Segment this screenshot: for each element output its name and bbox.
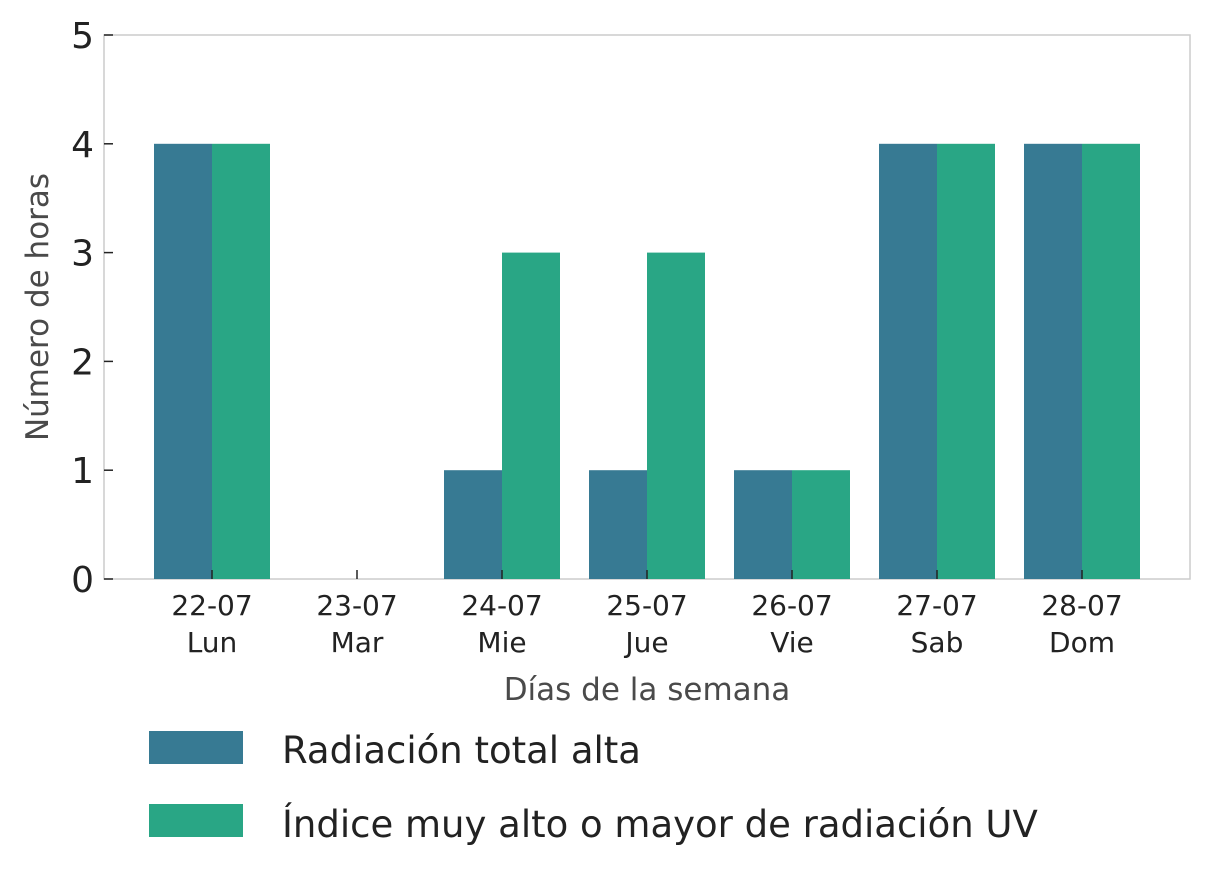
y-axis-ticks: 0 1 2 3 4 5 bbox=[71, 16, 113, 601]
legend-swatch-series-2 bbox=[149, 804, 243, 837]
x-tick-label-day-mie: Mie bbox=[477, 626, 526, 659]
y-tick-label-1: 1 bbox=[71, 451, 94, 492]
x-tick-label-day-dom: Dom bbox=[1049, 626, 1115, 659]
bar-series-1-22-07 bbox=[154, 143, 212, 580]
bar-series-1-28-07 bbox=[1024, 143, 1082, 580]
y-tick-label-0: 0 bbox=[71, 560, 94, 601]
x-tick-label-day-sab: Sab bbox=[911, 626, 964, 659]
bar-series-2-24-07 bbox=[502, 252, 560, 579]
bar-series-2-22-07 bbox=[212, 143, 270, 580]
y-tick-label-4: 4 bbox=[71, 125, 94, 166]
x-tick-label-day-jue: Jue bbox=[623, 626, 668, 659]
x-tick-label-day-lun: Lun bbox=[187, 626, 238, 659]
y-axis-title: Número de horas bbox=[20, 173, 56, 441]
bar-series-1-27-07 bbox=[879, 143, 937, 580]
x-tick-label-date-24-07: 24-07 bbox=[461, 589, 542, 622]
x-tick-label-date-26-07: 26-07 bbox=[751, 589, 832, 622]
legend-label-series-2: Índice muy alto o mayor de radiación UV bbox=[282, 802, 1038, 846]
x-tick-label-date-23-07: 23-07 bbox=[316, 589, 397, 622]
bar-series-2-26-07 bbox=[792, 470, 850, 579]
y-tick-label-3: 3 bbox=[71, 234, 94, 275]
x-tick-label-day-mar: Mar bbox=[331, 626, 384, 659]
x-tick-label-day-vie: Vie bbox=[770, 626, 814, 659]
legend-label-series-1: Radiación total alta bbox=[282, 729, 641, 772]
legend: Radiación total alta Índice muy alto o m… bbox=[149, 729, 1038, 846]
bar-series-2-25-07 bbox=[647, 252, 705, 579]
x-tick-label-date-25-07: 25-07 bbox=[606, 589, 687, 622]
bar-series-1-26-07 bbox=[734, 470, 792, 579]
x-axis-title: Días de la semana bbox=[504, 672, 791, 708]
bar-series-2-28-07 bbox=[1082, 143, 1140, 580]
bars-group bbox=[154, 143, 1140, 580]
bar-series-2-27-07 bbox=[937, 143, 995, 580]
x-tick-label-date-28-07: 28-07 bbox=[1041, 589, 1122, 622]
x-axis-ticks: 22-07 Lun 23-07 Mar 24-07 Mie 25-07 Jue 26-07 Vie… bbox=[171, 570, 1123, 659]
y-tick-label-5: 5 bbox=[71, 16, 94, 57]
y-tick-label-2: 2 bbox=[71, 342, 94, 383]
x-tick-label-date-27-07: 27-07 bbox=[896, 589, 977, 622]
x-tick-label-date-22-07: 22-07 bbox=[171, 589, 252, 622]
bar-series-1-24-07 bbox=[444, 470, 502, 579]
bar-series-1-25-07 bbox=[589, 470, 647, 579]
legend-swatch-series-1 bbox=[149, 731, 243, 764]
